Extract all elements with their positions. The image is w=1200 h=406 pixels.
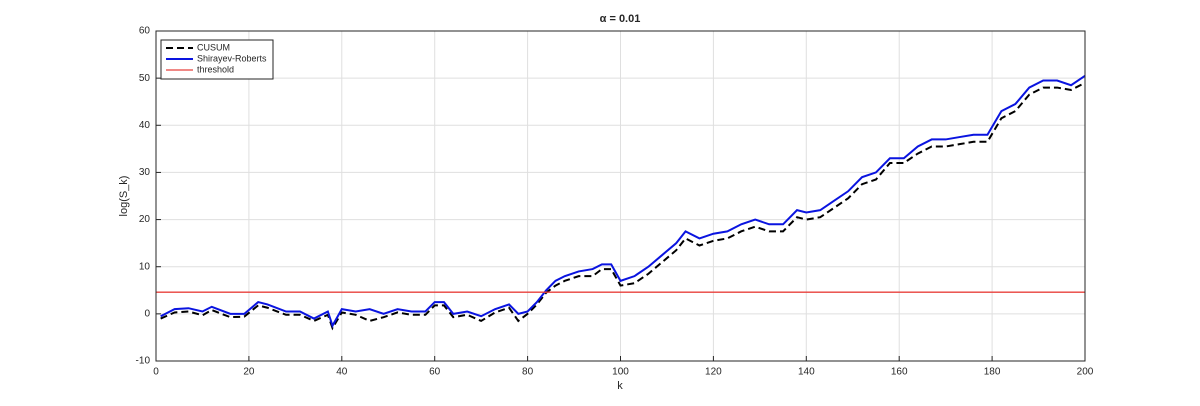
y-tick-label: 10	[139, 261, 151, 272]
y-tick-label: 50	[139, 73, 151, 84]
legend-label: Shirayev-Roberts	[197, 53, 267, 63]
legend-label: threshold	[197, 64, 234, 74]
x-tick-label: 160	[891, 367, 908, 378]
x-tick-label: 80	[522, 367, 534, 378]
series-line	[160, 74, 1086, 329]
y-tick-label: 30	[139, 167, 151, 178]
x-tick-label: 140	[798, 367, 815, 378]
x-tick-label: 180	[984, 367, 1001, 378]
x-tick-label: 100	[612, 367, 629, 378]
x-axis-label: k	[617, 380, 623, 392]
y-tick-label: 0	[144, 308, 150, 319]
y-tick-label: 40	[139, 120, 151, 131]
x-tick-label: 120	[705, 367, 722, 378]
y-tick-label: 20	[139, 214, 151, 225]
x-tick-label: 200	[1077, 367, 1094, 378]
series-line	[160, 81, 1086, 331]
x-tick-label: 20	[243, 367, 255, 378]
y-axis-label: log(S_k)	[118, 176, 130, 217]
x-tick-label: 40	[336, 367, 348, 378]
y-tick-label: 60	[139, 26, 151, 37]
legend-label: CUSUM	[197, 42, 230, 52]
x-tick-label: 0	[153, 367, 159, 378]
y-tick-label: -10	[136, 356, 151, 367]
chart-title: α = 0.01	[600, 13, 641, 25]
axes-box	[155, 30, 1086, 362]
x-tick-label: 60	[429, 367, 441, 378]
